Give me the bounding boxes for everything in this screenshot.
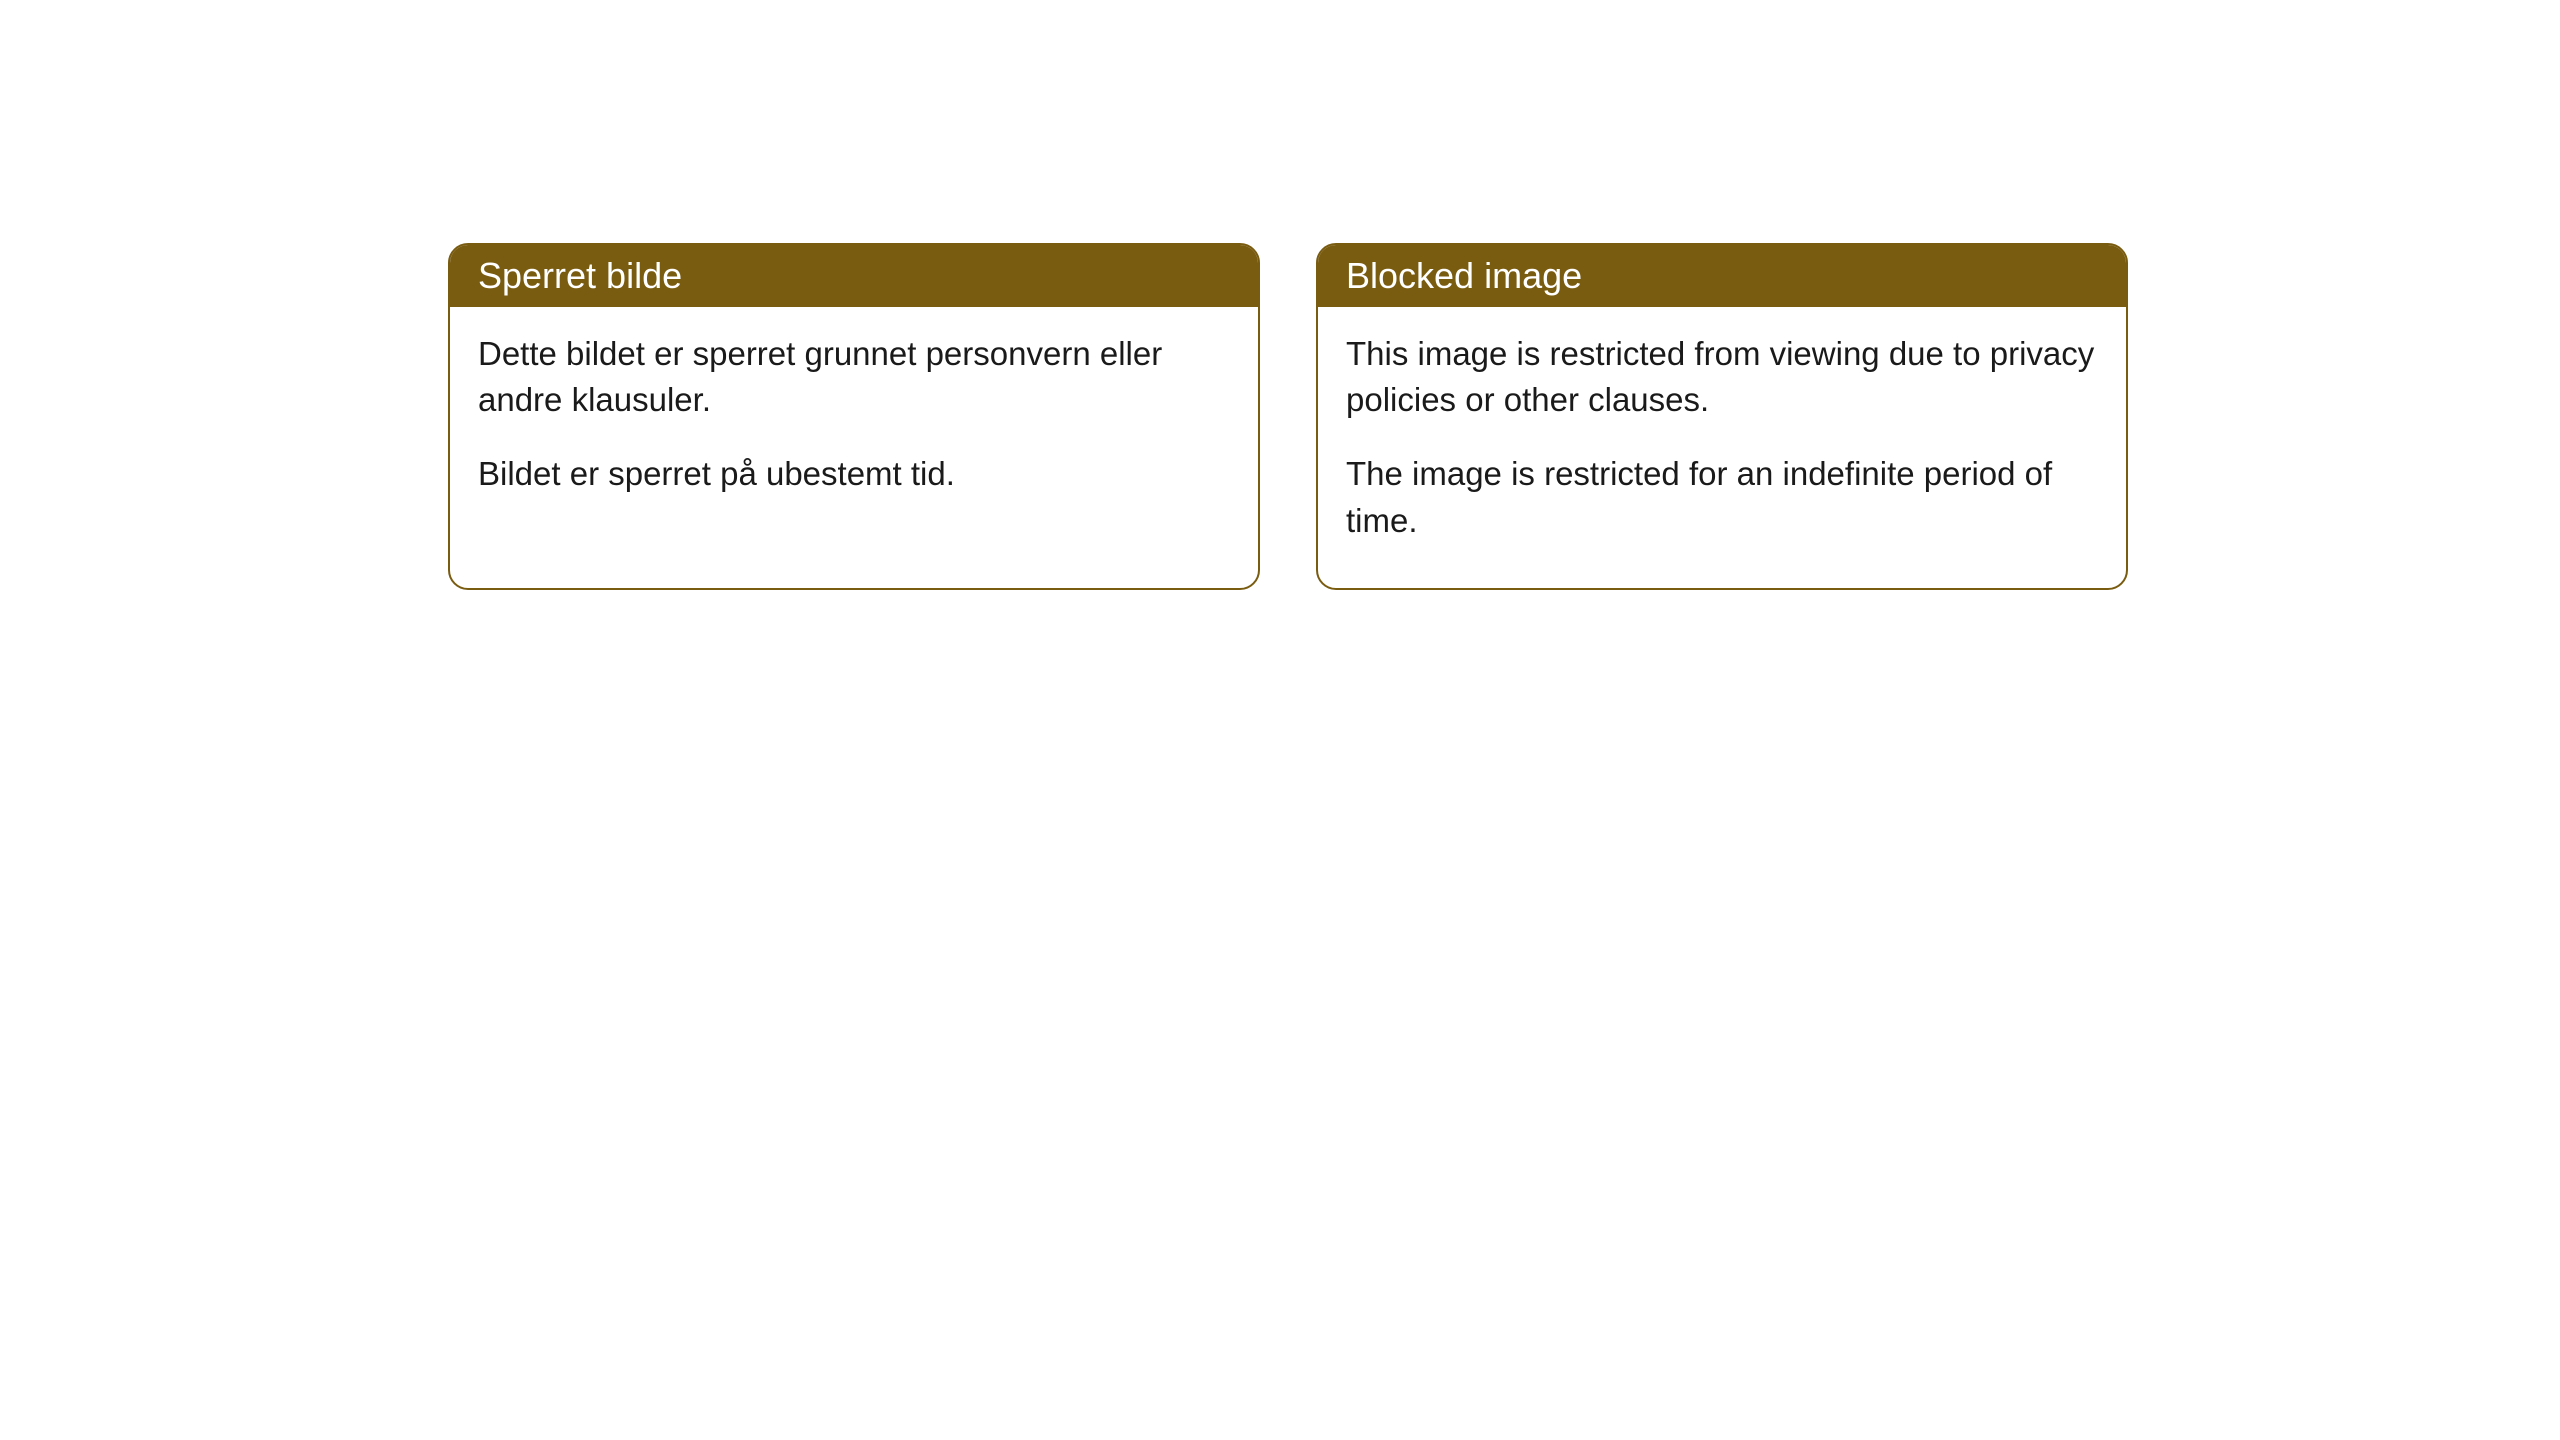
card-header: Sperret bilde — [450, 245, 1258, 307]
card-body: This image is restricted from viewing du… — [1318, 307, 2126, 588]
notice-cards-container: Sperret bilde Dette bildet er sperret gr… — [448, 243, 2128, 590]
card-paragraph: Bildet er sperret på ubestemt tid. — [478, 451, 1230, 497]
notice-card-norwegian: Sperret bilde Dette bildet er sperret gr… — [448, 243, 1260, 590]
card-title: Blocked image — [1346, 255, 1582, 296]
card-paragraph: This image is restricted from viewing du… — [1346, 331, 2098, 423]
card-paragraph: Dette bildet er sperret grunnet personve… — [478, 331, 1230, 423]
card-body: Dette bildet er sperret grunnet personve… — [450, 307, 1258, 542]
notice-card-english: Blocked image This image is restricted f… — [1316, 243, 2128, 590]
card-header: Blocked image — [1318, 245, 2126, 307]
card-paragraph: The image is restricted for an indefinit… — [1346, 451, 2098, 543]
card-title: Sperret bilde — [478, 255, 682, 296]
